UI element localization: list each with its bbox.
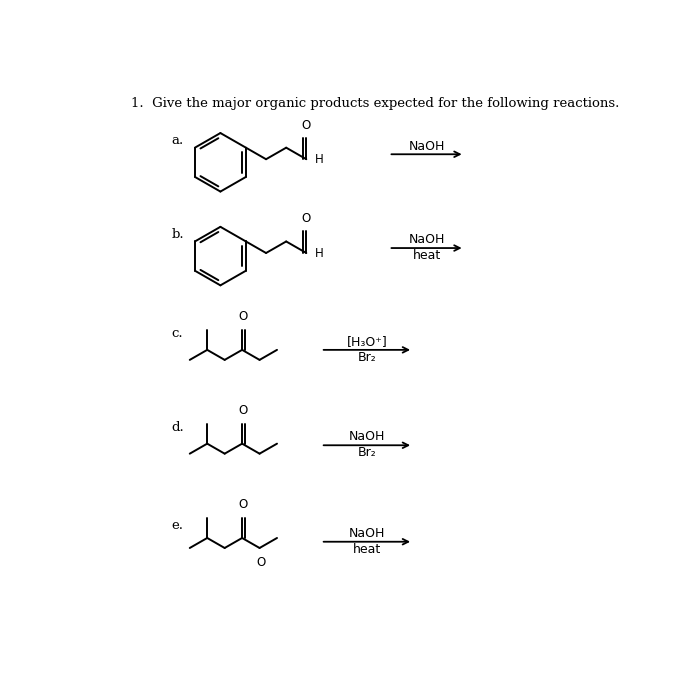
Text: O: O — [239, 498, 248, 511]
Text: O: O — [239, 310, 248, 323]
Text: [H₃O⁺]: [H₃O⁺] — [346, 335, 387, 348]
Text: d.: d. — [172, 421, 184, 434]
Text: O: O — [239, 404, 248, 417]
Text: 1.  Give the major organic products expected for the following reactions.: 1. Give the major organic products expec… — [131, 97, 620, 110]
Text: O: O — [302, 212, 311, 226]
Text: NaOH: NaOH — [349, 527, 385, 540]
Text: H: H — [315, 246, 323, 260]
Text: O: O — [256, 555, 266, 569]
Text: heat: heat — [412, 249, 441, 262]
Text: Br₂: Br₂ — [358, 446, 377, 459]
Text: b.: b. — [172, 228, 184, 242]
Text: Br₂: Br₂ — [358, 351, 377, 364]
Text: heat: heat — [353, 543, 381, 556]
Text: H: H — [315, 152, 323, 166]
Text: c.: c. — [172, 327, 183, 340]
Text: NaOH: NaOH — [408, 233, 444, 246]
Text: NaOH: NaOH — [408, 140, 444, 153]
Text: e.: e. — [172, 519, 183, 532]
Text: NaOH: NaOH — [349, 430, 385, 443]
Text: a.: a. — [172, 134, 184, 148]
Text: O: O — [302, 118, 311, 132]
